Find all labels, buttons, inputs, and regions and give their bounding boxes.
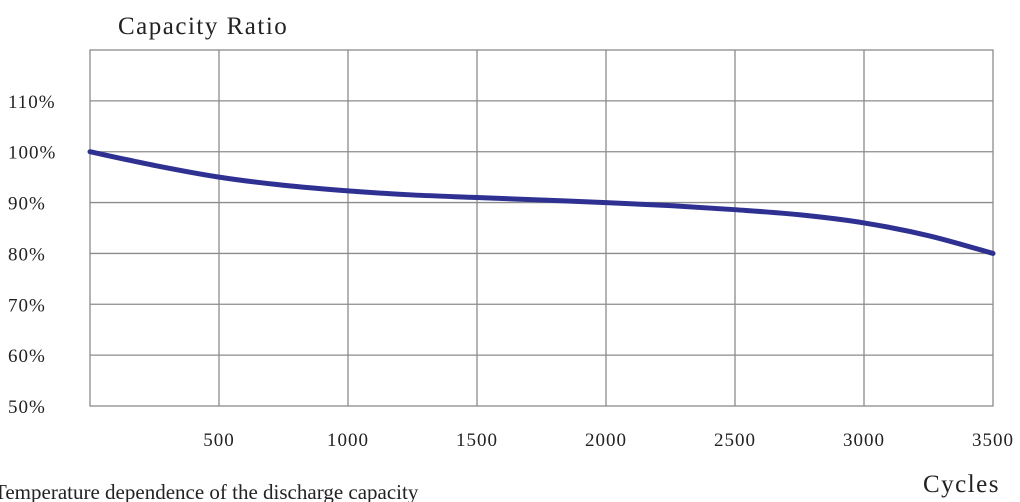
series-layer xyxy=(87,149,996,256)
y-tick-label: 50% xyxy=(8,397,46,418)
capacity-ratio-line xyxy=(87,149,996,256)
x-tick-label: 3500 xyxy=(972,430,1014,451)
x-tick-label: 2000 xyxy=(585,430,627,451)
y-axis-title: Capacity Ratio xyxy=(118,13,288,40)
x-tick-label: 2500 xyxy=(714,430,756,451)
x-tick-label: 3000 xyxy=(843,430,885,451)
y-tick-label: 60% xyxy=(8,346,46,367)
plot-frame xyxy=(89,49,994,407)
x-tick-labels: 500 1000 1500 2000 2500 3000 3500 xyxy=(203,430,1014,451)
x-axis-title: Cycles xyxy=(923,471,1000,498)
y-tick-label: 80% xyxy=(8,244,46,265)
y-tick-labels: 50% 60% 70% 80% 90% 100% 110% xyxy=(8,92,56,418)
grid-layer xyxy=(89,49,994,407)
x-tick-label: 1500 xyxy=(456,430,498,451)
y-tick-label: 70% xyxy=(8,295,46,316)
y-tick-label: 110% xyxy=(8,92,56,113)
y-tick-label: 90% xyxy=(8,194,46,215)
x-tick-label: 1000 xyxy=(327,430,369,451)
x-tick-label: 500 xyxy=(203,430,235,451)
figure-caption: Temperature dependence of the discharge … xyxy=(0,480,419,502)
y-tick-label: 100% xyxy=(8,143,56,164)
